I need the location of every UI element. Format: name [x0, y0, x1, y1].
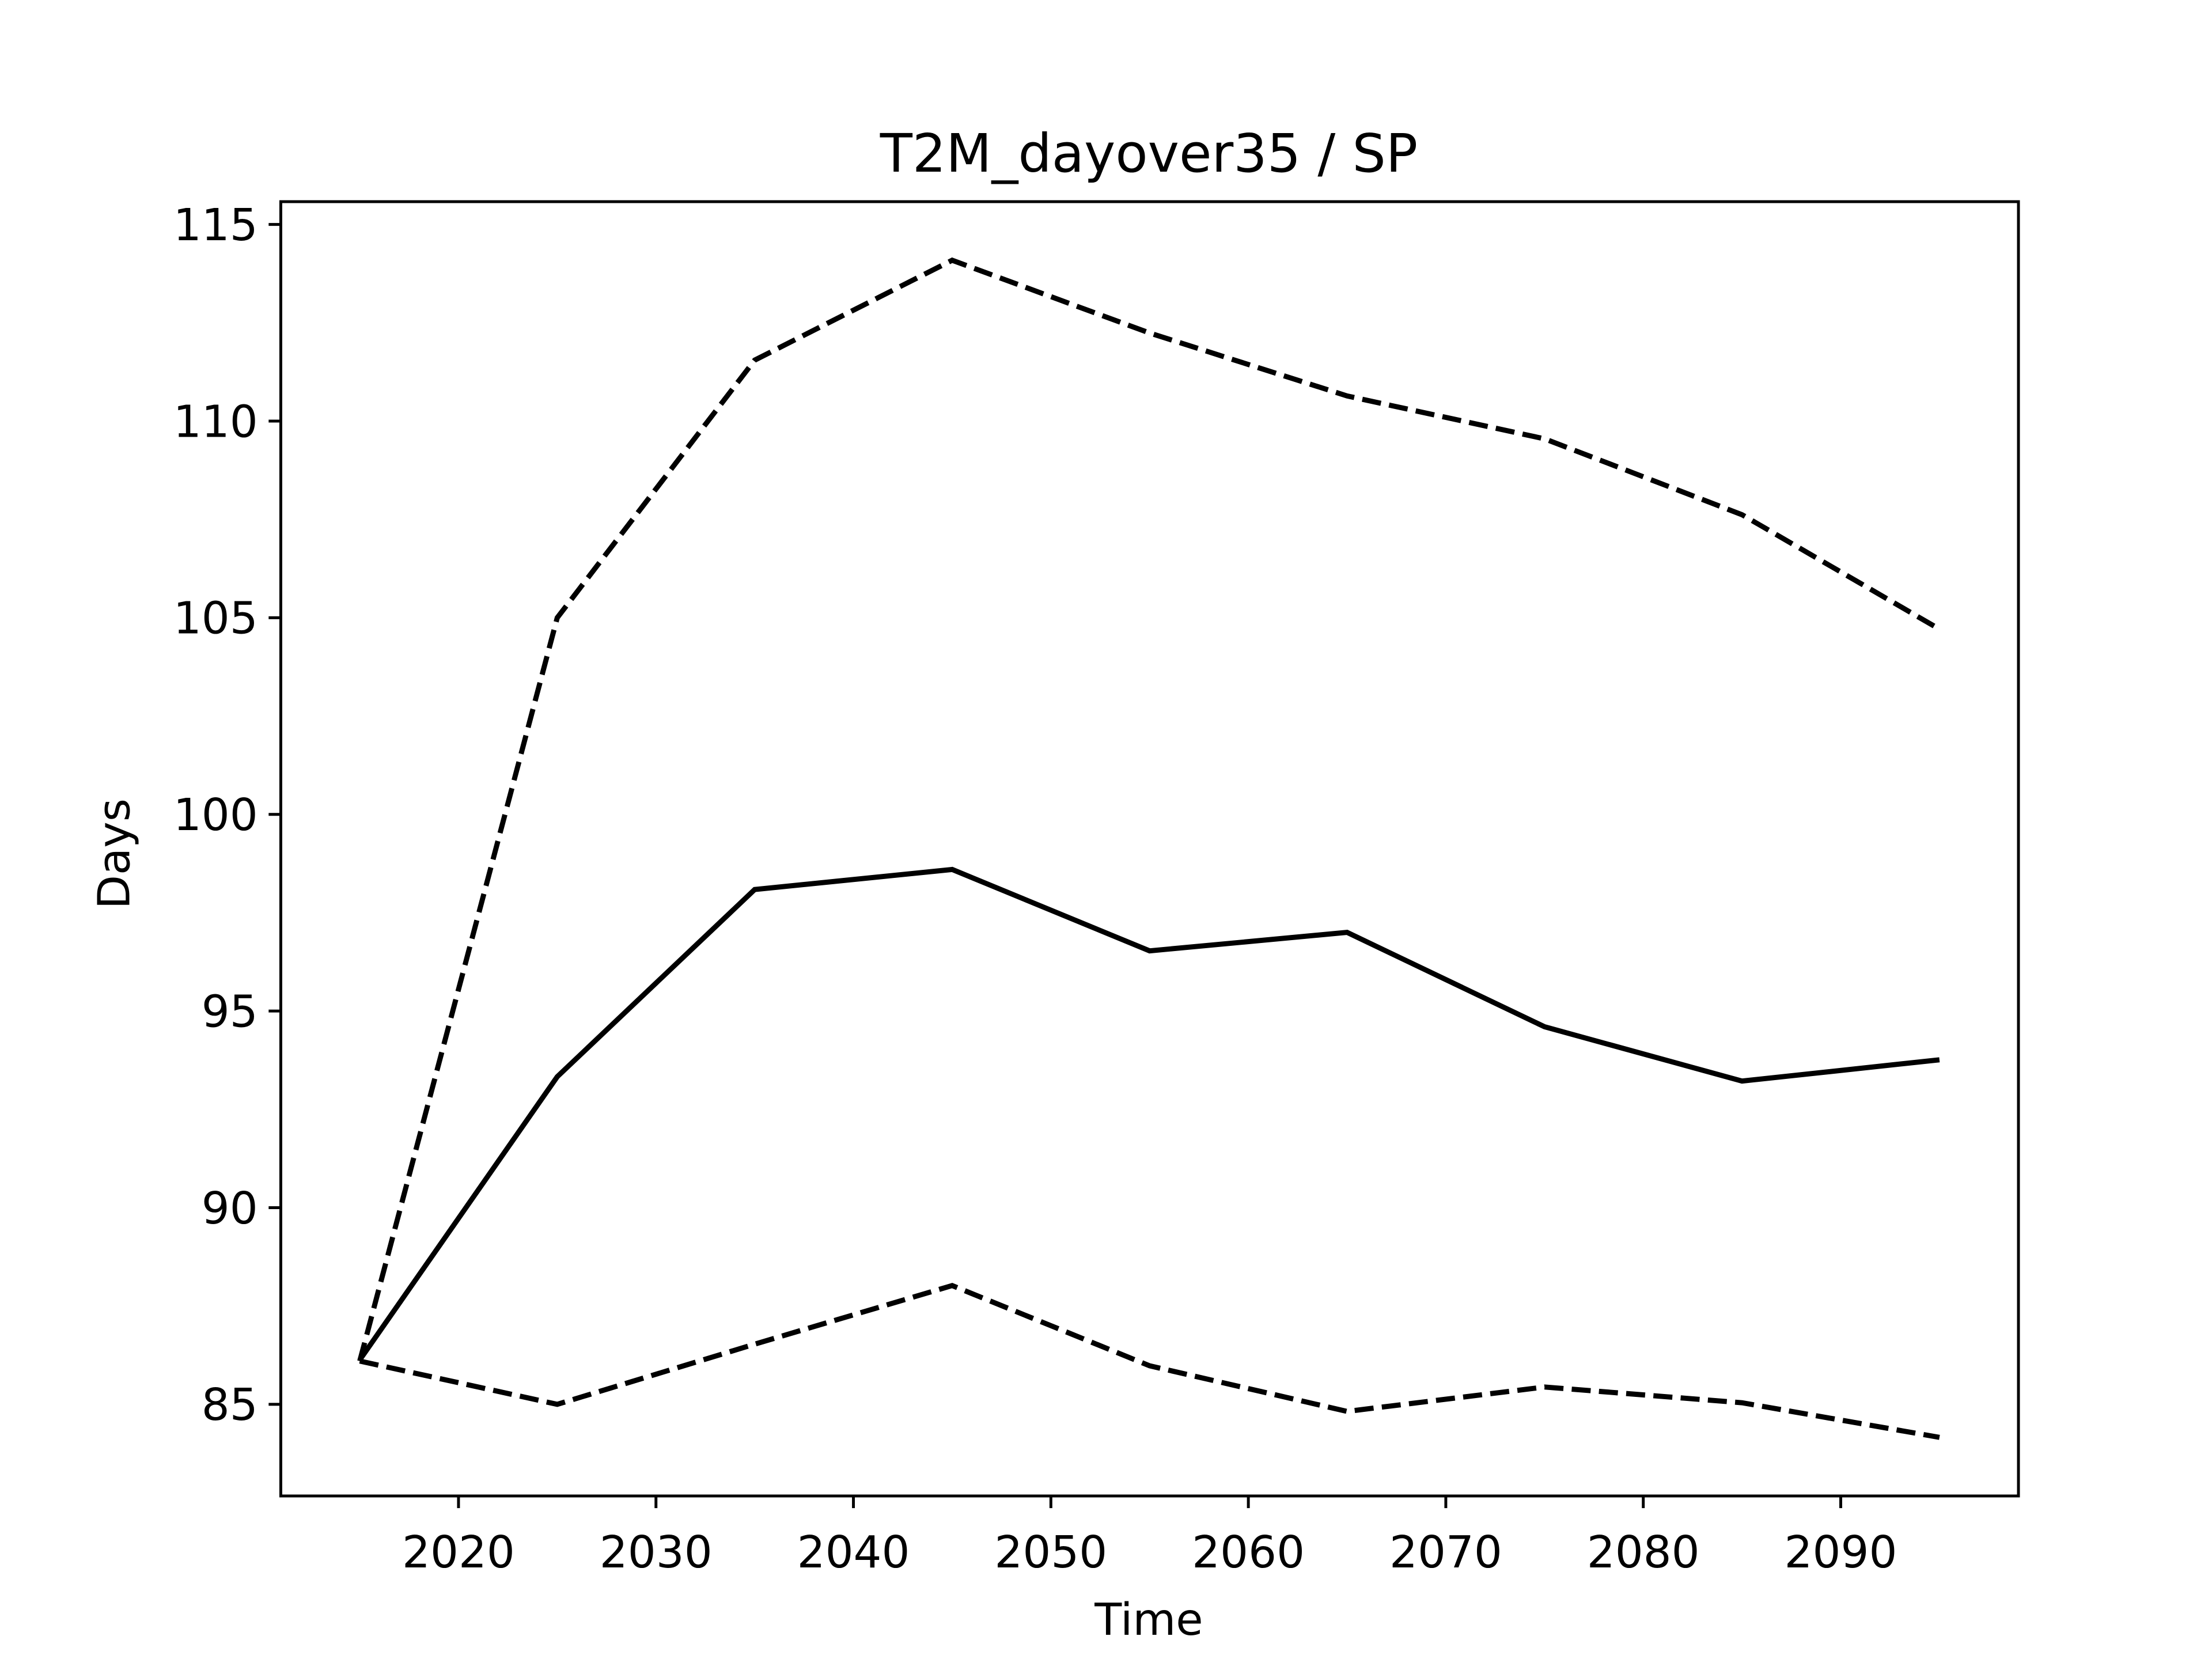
- data-line: [359, 1282, 1940, 1440]
- x-tick-label: 2050: [994, 1527, 1107, 1578]
- y-tick-label: 95: [202, 986, 258, 1037]
- y-tick-label: 85: [202, 1380, 258, 1431]
- y-tick-label: 110: [173, 396, 258, 448]
- x-tick-label: 2070: [1389, 1527, 1502, 1578]
- x-tick-label: 2090: [1785, 1527, 1897, 1578]
- y-tick-label: 115: [173, 200, 258, 251]
- x-tick-label: 2080: [1587, 1527, 1700, 1578]
- data-line: [357, 866, 1940, 1362]
- y-tick-label: 105: [173, 593, 258, 645]
- plot-frame: [279, 200, 2020, 1498]
- y-tick-label: 100: [173, 790, 258, 841]
- x-axis-label: Time: [1094, 1594, 1203, 1646]
- x-tick-label: 2030: [600, 1527, 713, 1578]
- chart-title: T2M_dayover35 / SP: [880, 123, 1418, 184]
- x-tick-label: 2020: [402, 1527, 515, 1578]
- x-tick-label: 2040: [797, 1527, 910, 1578]
- y-axis-label: Days: [89, 798, 140, 909]
- x-tick-label: 2060: [1192, 1527, 1305, 1578]
- data-line: [357, 257, 1941, 1362]
- y-tick-label: 90: [202, 1183, 258, 1234]
